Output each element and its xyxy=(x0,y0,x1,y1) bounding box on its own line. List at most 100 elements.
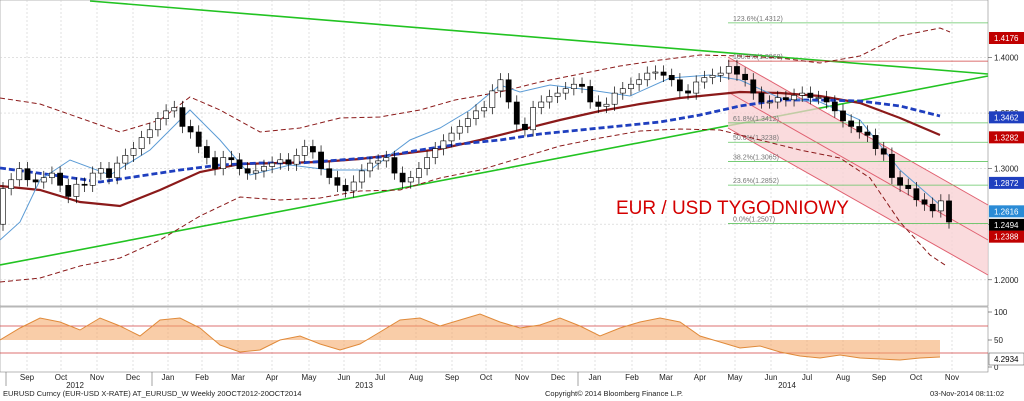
x-tick-label: Feb xyxy=(195,373,209,382)
candle-body xyxy=(146,129,153,138)
candle-body xyxy=(570,83,577,89)
candle-body xyxy=(407,177,414,183)
x-tick-label: Dec xyxy=(126,373,140,382)
candle-body xyxy=(318,151,324,169)
candle-body xyxy=(823,97,830,103)
y-tick-label: 1.2000 xyxy=(994,276,1019,285)
y-tick-label: 1.4000 xyxy=(994,54,1019,63)
fib-label: 0.0%(1.2507) xyxy=(733,216,775,223)
x-tick-label: Sep xyxy=(872,373,887,382)
candle-body xyxy=(913,188,920,201)
price-label-box xyxy=(989,32,1024,44)
candle-body xyxy=(326,168,333,178)
candle-body xyxy=(766,101,773,104)
x-tick-label: Oct xyxy=(55,373,68,382)
fib-label: 23.6%(1.2852) xyxy=(733,178,779,185)
candle-body xyxy=(416,168,422,178)
candle-body xyxy=(799,92,806,96)
candle-body xyxy=(652,71,659,74)
x-tick-label: Jul xyxy=(375,373,385,382)
candle-body xyxy=(424,157,430,169)
candle-body xyxy=(350,181,357,192)
candle-body xyxy=(530,107,536,131)
candle-body xyxy=(579,83,585,87)
candle-body xyxy=(57,172,63,186)
candle-body xyxy=(587,86,594,103)
candle-body xyxy=(522,123,528,131)
osc-value-box xyxy=(988,352,1024,366)
candle-body xyxy=(0,188,6,225)
candle-body xyxy=(611,92,618,105)
moving-averages xyxy=(0,27,951,283)
candle-body xyxy=(742,73,749,81)
candle-body xyxy=(358,170,365,183)
x-tick-label: Mar xyxy=(659,373,673,382)
candle-body xyxy=(261,166,267,172)
candle-body xyxy=(921,199,928,205)
upper-band xyxy=(0,27,951,133)
candle-body xyxy=(309,146,316,153)
price-label: 1.3282 xyxy=(994,133,1019,142)
x-tick-label: Nov xyxy=(90,373,104,382)
candle-body xyxy=(750,79,757,94)
fib-label: 123.6%(1.4312) xyxy=(733,16,783,23)
price-label-box xyxy=(989,205,1024,218)
x-tick-label: Jun xyxy=(765,373,778,382)
x-tick-label: Jun xyxy=(338,373,351,382)
x-tick-label: Dec xyxy=(551,373,565,382)
candle-body xyxy=(16,168,23,181)
candle-body xyxy=(758,92,765,103)
axes: Sep Oct Nov Dec Jan Feb Mar Apr May Jun Jul Aug Sep O… xyxy=(5,32,1024,390)
candle-body xyxy=(375,160,382,164)
ma-short xyxy=(0,74,941,241)
candle-body xyxy=(701,77,708,83)
candle-body xyxy=(840,110,846,122)
footer-copyright: Copyright© 2014 Bloomberg Finance L.P. xyxy=(545,389,683,398)
candle-body xyxy=(220,157,227,169)
candle-body xyxy=(81,183,88,186)
osc-histogram xyxy=(0,314,940,360)
candle-body xyxy=(473,110,479,119)
candle-body xyxy=(538,101,545,108)
trendlines xyxy=(0,0,989,276)
x-tick-label: Sep xyxy=(445,373,460,382)
candle-body xyxy=(864,131,871,136)
candle-body xyxy=(203,146,210,158)
x-tick-label: Nov xyxy=(515,373,529,382)
candle-body xyxy=(228,157,235,161)
trendline-upper xyxy=(89,0,989,75)
year-label: 2014 xyxy=(778,381,796,390)
candle-body xyxy=(293,155,300,165)
candle-body xyxy=(106,168,112,178)
candle-body xyxy=(660,71,667,76)
candle-body xyxy=(130,148,137,156)
ma-long xyxy=(0,90,941,208)
lower-band xyxy=(0,128,946,283)
candle-body xyxy=(448,132,455,142)
candle-body xyxy=(685,90,691,94)
candle-body xyxy=(383,157,390,162)
fib-label: 100.0%(1.3968) xyxy=(733,54,783,61)
x-tick-label: Sep xyxy=(20,373,35,382)
candle-body xyxy=(456,126,463,134)
oscillator-panel: 100 50 04.2934 xyxy=(0,308,1024,372)
x-tick-label: May xyxy=(727,373,742,382)
candle-body xyxy=(905,185,912,189)
candle-body xyxy=(791,95,797,101)
candle-body xyxy=(676,79,683,92)
x-tick-label: Feb xyxy=(625,373,639,382)
x-tick-label: Mar xyxy=(231,373,245,382)
candle-body xyxy=(937,200,944,212)
candle-body xyxy=(432,148,439,158)
candle-body xyxy=(399,172,406,183)
candle-body xyxy=(236,159,243,169)
candle-body xyxy=(97,168,104,174)
x-tick-label: Nov xyxy=(945,373,959,382)
x-tick-label: Oct xyxy=(480,373,493,382)
x-tick-label: Jan xyxy=(589,373,602,382)
candle-body xyxy=(603,103,610,107)
candle-body xyxy=(554,92,561,97)
candle-body xyxy=(725,66,732,74)
candle-body xyxy=(212,157,218,169)
price-label: 1.2388 xyxy=(994,233,1019,242)
